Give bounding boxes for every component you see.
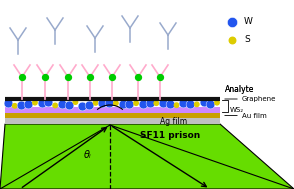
Polygon shape xyxy=(0,124,294,189)
Point xyxy=(33,101,37,104)
Point xyxy=(201,101,206,104)
Point xyxy=(39,101,44,104)
Point xyxy=(127,102,132,105)
Point xyxy=(107,101,111,104)
Point xyxy=(120,103,125,106)
Text: Analyte: Analyte xyxy=(225,84,254,94)
Point xyxy=(188,103,192,106)
Point xyxy=(66,103,71,106)
Point xyxy=(161,102,166,105)
Text: Au film: Au film xyxy=(242,112,267,119)
Point xyxy=(93,101,98,104)
Point xyxy=(73,101,78,104)
Point xyxy=(215,101,219,104)
Bar xyxy=(5,118,220,124)
Point xyxy=(154,102,159,105)
Point xyxy=(6,102,10,105)
Text: W: W xyxy=(244,18,253,26)
Text: Ag film: Ag film xyxy=(160,116,187,125)
Point xyxy=(26,103,31,106)
Point xyxy=(100,101,105,104)
Point xyxy=(12,104,17,107)
Point xyxy=(86,104,91,107)
Point xyxy=(19,103,24,106)
Point xyxy=(80,104,84,107)
Point xyxy=(134,102,138,105)
Bar xyxy=(5,107,220,113)
Text: Analyte: Analyte xyxy=(225,84,254,94)
Point xyxy=(113,102,118,105)
Text: SF11 prison: SF11 prison xyxy=(140,132,200,140)
Point xyxy=(158,75,162,78)
Text: WS₂: WS₂ xyxy=(230,107,244,113)
Point xyxy=(230,39,234,42)
Point xyxy=(60,103,64,106)
Point xyxy=(66,75,70,78)
Text: Graphene: Graphene xyxy=(242,96,276,102)
Text: S: S xyxy=(244,36,250,44)
Point xyxy=(181,101,186,104)
Point xyxy=(43,75,47,78)
Point xyxy=(88,75,92,78)
Point xyxy=(141,103,145,106)
Point xyxy=(147,101,152,104)
Point xyxy=(53,104,58,107)
Point xyxy=(230,20,234,23)
Point xyxy=(174,104,179,107)
Point xyxy=(168,102,172,105)
Point xyxy=(208,103,213,106)
Point xyxy=(194,103,199,106)
Point xyxy=(136,75,140,78)
Bar xyxy=(5,113,220,118)
Text: θᵢ: θᵢ xyxy=(84,150,92,160)
Point xyxy=(20,75,24,78)
Point xyxy=(110,75,114,78)
Point xyxy=(46,101,51,104)
